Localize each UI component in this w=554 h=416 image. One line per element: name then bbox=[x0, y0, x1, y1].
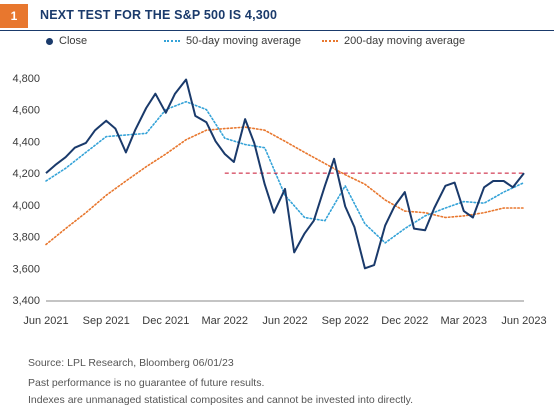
figure-number-badge: 1 bbox=[0, 4, 28, 28]
y-tick-label: 3,600 bbox=[12, 263, 40, 275]
chart-header: 1 NEXT TEST FOR THE S&P 500 IS 4,300 bbox=[0, 0, 554, 31]
legend-ma50-label: 50-day moving average bbox=[186, 35, 301, 47]
x-tick-label: Sep 2022 bbox=[322, 315, 369, 327]
x-tick-label: Mar 2022 bbox=[202, 315, 248, 327]
chart-title: NEXT TEST FOR THE S&P 500 IS 4,300 bbox=[40, 8, 278, 22]
source-note: Source: LPL Research, Bloomberg 06/01/23 bbox=[28, 357, 234, 369]
x-tick-label: Dec 2022 bbox=[381, 315, 428, 327]
y-tick-label: 4,400 bbox=[12, 136, 40, 148]
legend-close-label: Close bbox=[59, 35, 88, 47]
disclaimer-performance: Past performance is no guarantee of futu… bbox=[28, 377, 265, 389]
y-tick-label: 4,600 bbox=[12, 105, 40, 117]
series-50-day-moving-average bbox=[45, 100, 525, 244]
y-tick-label: 4,200 bbox=[12, 168, 40, 180]
x-tick-label: Mar 2023 bbox=[441, 315, 487, 327]
y-tick-label: 3,800 bbox=[12, 232, 40, 244]
legend-item-ma50: 50-day moving average bbox=[164, 35, 301, 47]
legend-item-ma200: 200-day moving average bbox=[322, 35, 465, 47]
legend-item-close: Close bbox=[46, 35, 87, 47]
y-tick-label: 3,400 bbox=[12, 295, 40, 307]
x-tick-label: Sep 2021 bbox=[83, 315, 130, 327]
legend-close-marker bbox=[46, 37, 53, 45]
y-tick-label: 4,800 bbox=[12, 73, 40, 85]
series-200-day-moving-average bbox=[45, 126, 525, 246]
disclaimer-indexes: Indexes are unmanaged statistical compos… bbox=[28, 394, 414, 406]
legend-ma200-marker bbox=[322, 40, 338, 42]
legend-ma200-label: 200-day moving average bbox=[344, 35, 466, 47]
series-close bbox=[45, 78, 525, 270]
x-tick-label: Jun 2022 bbox=[262, 315, 307, 327]
x-tick-label: Jun 2023 bbox=[501, 315, 546, 327]
y-tick-label: 4,000 bbox=[12, 200, 40, 212]
x-tick-label: Jun 2021 bbox=[23, 315, 68, 327]
legend-ma50-marker bbox=[164, 40, 180, 42]
x-tick-label: Dec 2021 bbox=[142, 315, 189, 327]
